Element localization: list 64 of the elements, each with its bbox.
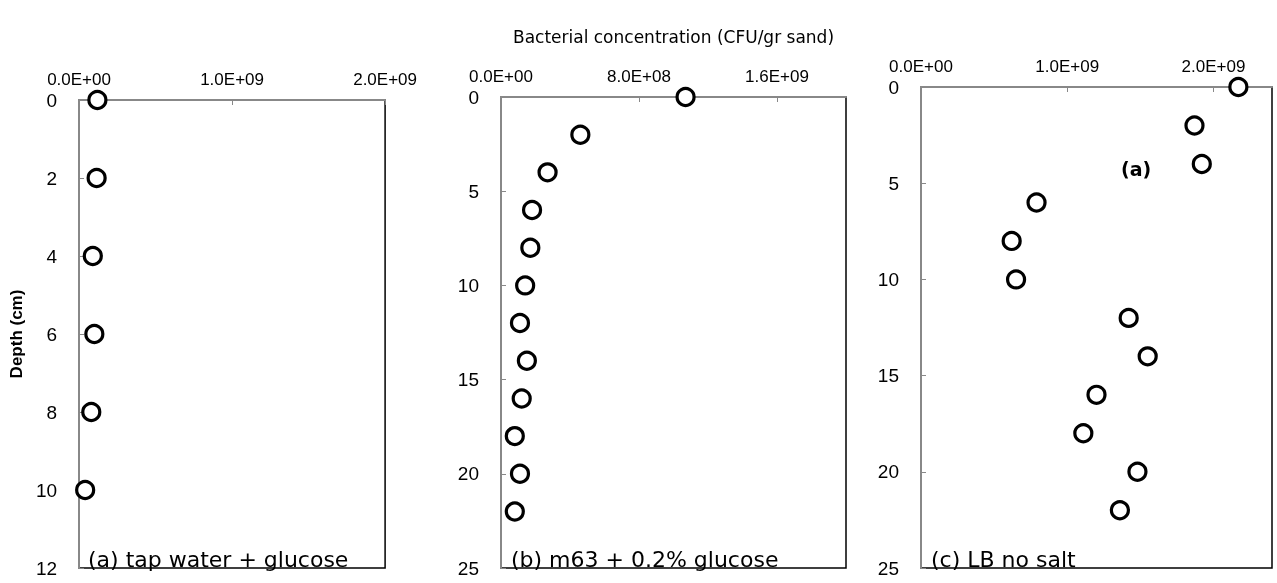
x-tick-label: 0.0E+00	[889, 57, 953, 76]
text: (a) tap water + glucose	[88, 546, 349, 572]
point	[87, 89, 108, 111]
y-tick-label: 4	[46, 245, 58, 267]
point	[520, 237, 541, 258]
point	[86, 167, 107, 189]
point	[1118, 307, 1139, 328]
x-tick-label: 8.0E+08	[607, 67, 671, 86]
point	[504, 426, 525, 447]
x-tick-label: 0.0E+00	[469, 67, 533, 86]
point	[1001, 230, 1022, 252]
point	[504, 501, 525, 522]
point	[1005, 269, 1027, 290]
point	[81, 401, 102, 423]
text: (c) LB no salt	[931, 546, 1077, 572]
x-tick-label: 1.6E+09	[745, 67, 809, 86]
y-tick-label: 5	[468, 180, 479, 202]
y-tick-label: 5	[888, 172, 899, 194]
point	[1026, 192, 1047, 213]
text: (b) m63 + 0.2% glucose	[511, 546, 779, 572]
y-tick-label: 8	[46, 401, 58, 423]
y-tick-label: 25	[457, 557, 479, 579]
annotation: (a)	[1121, 157, 1152, 180]
point	[82, 245, 103, 267]
point	[521, 199, 543, 221]
point	[516, 350, 537, 371]
point	[537, 162, 558, 183]
point	[1086, 384, 1107, 405]
point	[1127, 461, 1148, 482]
point	[1184, 115, 1205, 136]
point	[509, 463, 531, 484]
point	[1228, 76, 1249, 98]
y-tick-label: 20	[877, 461, 899, 483]
y-tick-label: 0	[888, 76, 899, 98]
y-tick-label: 10	[35, 479, 58, 501]
y-tick-label: 15	[457, 369, 479, 391]
y-tick-label: 0	[468, 86, 479, 108]
point	[75, 479, 96, 501]
point	[515, 275, 536, 296]
x-tick-label: 1.0E+09	[1035, 57, 1100, 76]
point	[1191, 153, 1212, 175]
point	[509, 312, 531, 334]
y-tick-label: 6	[46, 323, 58, 345]
point	[1073, 423, 1094, 444]
x-tick-label: 0.0E+00	[47, 70, 111, 89]
y-axis-title: Depth (cm)	[7, 289, 26, 379]
y-tick-label: 15	[877, 365, 899, 387]
x-tick-label: 1.0E+09	[200, 70, 264, 89]
point	[1109, 500, 1130, 521]
point	[570, 124, 591, 145]
y-tick-label: 10	[877, 268, 899, 290]
y-tick-label: 25	[877, 557, 899, 579]
point	[511, 388, 532, 409]
point	[675, 86, 696, 108]
x-tick-label: 2.0E+09	[1181, 57, 1246, 76]
y-tick-label: 10	[457, 274, 479, 296]
x-tick-label: 2.0E+09	[353, 70, 417, 89]
point	[84, 323, 105, 345]
x-axis-title: Bacterial concentration (CFU/gr sand)	[512, 26, 835, 47]
y-tick-label: 2	[46, 167, 58, 189]
y-tick-label: 12	[35, 557, 58, 579]
y-tick-label: 20	[457, 463, 479, 485]
point	[1137, 346, 1158, 367]
y-tick-label: 0	[46, 89, 58, 111]
